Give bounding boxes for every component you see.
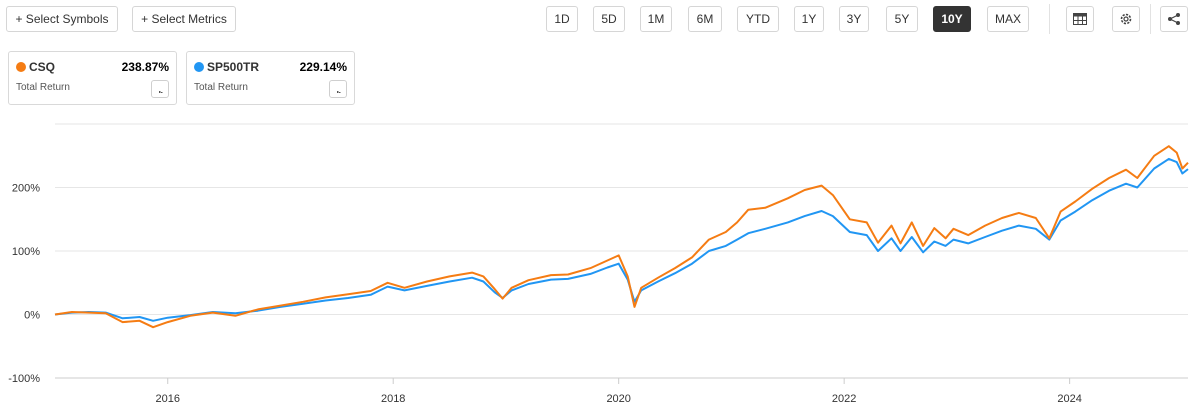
y-tick-label: 0% <box>24 310 40 322</box>
legend-symbol: SP500TR <box>207 60 260 74</box>
select-symbols-button[interactable]: + Select Symbols <box>6 6 118 32</box>
range-button-1y[interactable]: 1Y <box>794 6 824 32</box>
share-icon[interactable] <box>1160 6 1188 32</box>
x-tick-label: 2020 <box>606 393 630 405</box>
series-color-dot <box>194 62 204 72</box>
series-line-sp500tr <box>54 157 1189 322</box>
series-line-csq <box>54 145 1189 329</box>
range-button-5y[interactable]: 5Y <box>886 6 918 32</box>
total-return-chart: 200% 100% 0% -100% 2016 2018 2020 2022 2024 <box>8 123 1189 405</box>
range-button-6m[interactable]: 6M <box>688 6 722 32</box>
legend-card-sp500tr[interactable]: SP500TR 229.14% Total Return <box>186 51 355 105</box>
toolbar-divider <box>1150 4 1151 34</box>
select-metrics-button[interactable]: + Select Metrics <box>132 6 236 32</box>
y-tick-label: 200% <box>12 183 40 195</box>
y-tick-label: 100% <box>12 246 40 258</box>
legend-symbol: CSQ <box>29 60 56 74</box>
range-button-5d[interactable]: 5D <box>593 6 625 32</box>
range-button-max[interactable]: MAX <box>987 6 1029 32</box>
mini-chart-icon[interactable] <box>151 80 169 98</box>
x-tick-label: 2016 <box>155 393 179 405</box>
range-button-3y[interactable]: 3Y <box>839 6 869 32</box>
legend-subtitle: Total Return <box>16 82 70 93</box>
range-button-1m[interactable]: 1M <box>640 6 672 32</box>
x-tick-label: 2022 <box>832 393 856 405</box>
x-tick-label: 2024 <box>1057 393 1081 405</box>
table-icon[interactable] <box>1066 6 1094 32</box>
series-color-dot <box>16 62 26 72</box>
legend-value: 238.87% <box>121 60 169 74</box>
mini-chart-icon[interactable] <box>329 80 347 98</box>
y-tick-label: -100% <box>8 373 40 385</box>
range-button-10y[interactable]: 10Y <box>933 6 971 32</box>
range-button-ytd[interactable]: YTD <box>737 6 779 32</box>
gear-icon[interactable] <box>1112 6 1140 32</box>
toolbar-divider <box>1049 4 1050 34</box>
range-button-1d[interactable]: 1D <box>546 6 578 32</box>
legend-subtitle: Total Return <box>194 82 248 93</box>
legend-value: 229.14% <box>299 60 347 74</box>
x-tick-label: 2018 <box>381 393 405 405</box>
legend-card-csq[interactable]: CSQ 238.87% Total Return <box>8 51 177 105</box>
